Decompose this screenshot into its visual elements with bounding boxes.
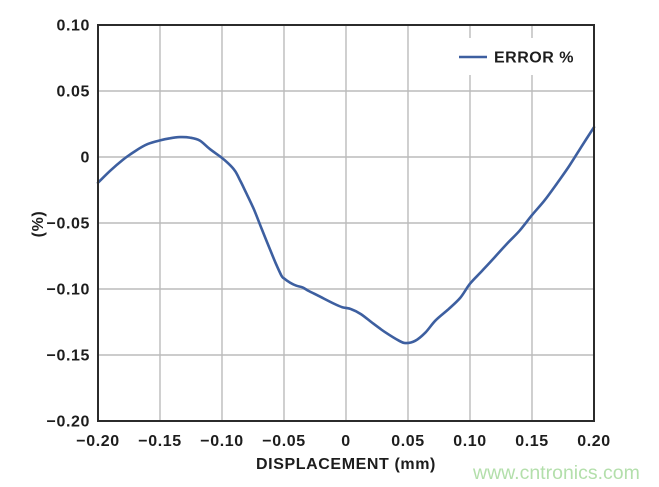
- svg-text:0.15: 0.15: [515, 433, 549, 450]
- svg-text:−0.05: −0.05: [47, 216, 90, 233]
- svg-text:0.10: 0.10: [453, 433, 487, 450]
- svg-text:−0.20: −0.20: [47, 414, 90, 431]
- svg-text:(%): (%): [30, 211, 47, 238]
- svg-text:0: 0: [81, 150, 91, 167]
- svg-text:−0.20: −0.20: [76, 433, 119, 450]
- svg-text:ERROR %: ERROR %: [494, 50, 574, 67]
- svg-text:−0.15: −0.15: [47, 348, 90, 365]
- svg-text:DISPLACEMENT (mm): DISPLACEMENT (mm): [256, 456, 436, 473]
- svg-text:−0.15: −0.15: [138, 433, 181, 450]
- svg-text:0.05: 0.05: [56, 84, 90, 101]
- svg-text:www.cntronics.com: www.cntronics.com: [472, 462, 640, 484]
- svg-text:−0.05: −0.05: [262, 433, 305, 450]
- svg-text:0: 0: [341, 433, 351, 450]
- svg-text:0.20: 0.20: [577, 433, 611, 450]
- svg-text:0.10: 0.10: [56, 18, 90, 35]
- svg-text:−0.10: −0.10: [47, 282, 90, 299]
- svg-text:−0.10: −0.10: [200, 433, 243, 450]
- svg-text:0.05: 0.05: [391, 433, 425, 450]
